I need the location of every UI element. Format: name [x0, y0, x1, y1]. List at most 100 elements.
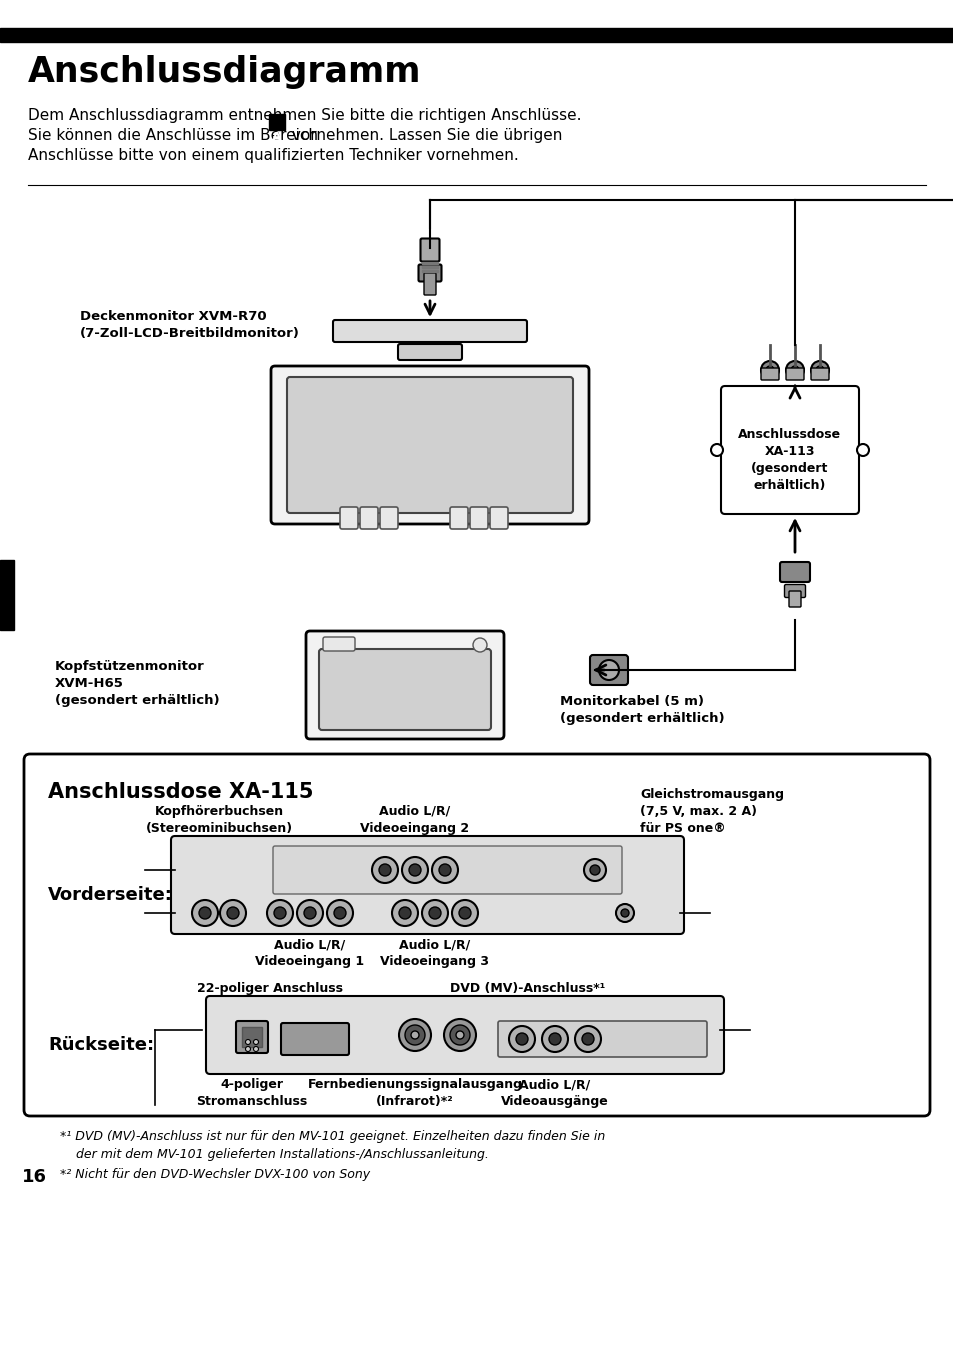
Circle shape — [411, 1032, 418, 1038]
FancyBboxPatch shape — [323, 637, 355, 652]
FancyBboxPatch shape — [318, 649, 491, 730]
Text: Audio L/R/
Videoeingang 2: Audio L/R/ Videoeingang 2 — [360, 804, 469, 836]
Bar — [0, 560, 14, 630]
Circle shape — [192, 900, 218, 926]
Circle shape — [452, 900, 477, 926]
FancyBboxPatch shape — [287, 377, 573, 512]
Bar — [0, 28, 953, 42]
Circle shape — [245, 1046, 251, 1052]
Circle shape — [372, 857, 397, 883]
Circle shape — [304, 907, 315, 919]
FancyBboxPatch shape — [780, 562, 809, 581]
Text: Audio L/R/
Videoeingang 1: Audio L/R/ Videoeingang 1 — [255, 938, 364, 968]
FancyBboxPatch shape — [24, 754, 929, 1115]
Circle shape — [429, 907, 440, 919]
Text: Anschlussdose XA-115: Anschlussdose XA-115 — [48, 781, 314, 802]
FancyBboxPatch shape — [420, 238, 439, 261]
FancyBboxPatch shape — [497, 1021, 706, 1057]
Text: Kopfstützenmonitor
XVM-H65
(gesondert erhältlich): Kopfstützenmonitor XVM-H65 (gesondert er… — [55, 660, 219, 707]
Text: *¹ DVD (MV)-Anschluss ist nur für den MV-101 geeignet. Einzelheiten dazu finden : *¹ DVD (MV)-Anschluss ist nur für den MV… — [60, 1130, 604, 1142]
FancyBboxPatch shape — [273, 846, 621, 894]
Circle shape — [398, 1019, 431, 1051]
Circle shape — [620, 909, 628, 917]
Circle shape — [199, 907, 211, 919]
Circle shape — [575, 1026, 600, 1052]
Text: A: A — [272, 131, 281, 145]
Circle shape — [274, 907, 286, 919]
Text: DVD (MV)-Anschluss*¹: DVD (MV)-Anschluss*¹ — [450, 982, 604, 995]
Circle shape — [421, 900, 448, 926]
Circle shape — [760, 361, 779, 379]
Circle shape — [392, 900, 417, 926]
Circle shape — [785, 361, 803, 379]
Text: Monitorkabel (5 m)
(gesondert erhältlich): Monitorkabel (5 m) (gesondert erhältlich… — [559, 695, 724, 725]
Text: 4-poliger
Stromanschluss: 4-poliger Stromanschluss — [196, 1078, 307, 1109]
Text: Anschlussdose
XA-113
(gesondert
erhältlich): Anschlussdose XA-113 (gesondert erhältli… — [738, 429, 841, 492]
Text: der mit dem MV-101 gelieferten Installations-/Anschlussanleitung.: der mit dem MV-101 gelieferten Installat… — [60, 1148, 488, 1161]
Circle shape — [589, 865, 599, 875]
Circle shape — [516, 1033, 527, 1045]
FancyBboxPatch shape — [720, 387, 858, 514]
Circle shape — [245, 1040, 251, 1045]
Text: Audio L/R/
Videoausgänge: Audio L/R/ Videoausgänge — [500, 1078, 608, 1109]
FancyBboxPatch shape — [235, 1021, 268, 1053]
Circle shape — [790, 366, 799, 375]
FancyBboxPatch shape — [418, 265, 441, 281]
FancyBboxPatch shape — [589, 654, 627, 685]
Circle shape — [765, 366, 773, 375]
Bar — [421, 266, 437, 268]
Circle shape — [581, 1033, 594, 1045]
Text: Gleichstromausgang
(7,5 V, max. 2 A)
für PS one®: Gleichstromausgang (7,5 V, max. 2 A) für… — [639, 788, 783, 836]
Bar — [269, 114, 285, 130]
FancyBboxPatch shape — [810, 368, 828, 380]
FancyBboxPatch shape — [397, 343, 461, 360]
Circle shape — [398, 907, 411, 919]
Circle shape — [583, 859, 605, 882]
FancyBboxPatch shape — [339, 507, 357, 529]
Bar — [421, 262, 437, 264]
Circle shape — [227, 907, 239, 919]
Circle shape — [450, 1025, 470, 1045]
Text: vornehmen. Lassen Sie die übrigen: vornehmen. Lassen Sie die übrigen — [287, 128, 561, 143]
Circle shape — [334, 907, 346, 919]
Bar — [421, 270, 437, 272]
Circle shape — [815, 366, 823, 375]
FancyBboxPatch shape — [359, 507, 377, 529]
Circle shape — [458, 907, 471, 919]
FancyBboxPatch shape — [206, 996, 723, 1073]
FancyBboxPatch shape — [306, 631, 503, 740]
Circle shape — [220, 900, 246, 926]
Circle shape — [473, 638, 486, 652]
FancyBboxPatch shape — [490, 507, 507, 529]
Circle shape — [598, 660, 618, 680]
Text: Vorderseite:: Vorderseite: — [48, 886, 172, 904]
Circle shape — [616, 904, 634, 922]
Text: Deckenmonitor XVM-R70
(7-Zoll-LCD-Breitbildmonitor): Deckenmonitor XVM-R70 (7-Zoll-LCD-Breitb… — [80, 310, 299, 339]
Circle shape — [810, 361, 828, 379]
Text: Kopfhörerbuchsen
(Stereominibuchsen): Kopfhörerbuchsen (Stereominibuchsen) — [145, 804, 293, 836]
FancyBboxPatch shape — [785, 368, 803, 380]
Circle shape — [509, 1026, 535, 1052]
Text: *² Nicht für den DVD-Wechsler DVX-100 von Sony: *² Nicht für den DVD-Wechsler DVX-100 vo… — [60, 1168, 370, 1182]
Circle shape — [296, 900, 323, 926]
Text: Audio L/R/
Videoeingang 3: Audio L/R/ Videoeingang 3 — [380, 938, 489, 968]
Circle shape — [432, 857, 457, 883]
Circle shape — [253, 1046, 258, 1052]
FancyBboxPatch shape — [242, 1028, 262, 1046]
Text: 16: 16 — [22, 1168, 47, 1186]
FancyBboxPatch shape — [760, 368, 779, 380]
FancyBboxPatch shape — [333, 320, 526, 342]
FancyBboxPatch shape — [271, 366, 588, 525]
FancyBboxPatch shape — [281, 1023, 349, 1055]
Circle shape — [401, 857, 428, 883]
Circle shape — [405, 1025, 424, 1045]
Circle shape — [438, 864, 451, 876]
FancyBboxPatch shape — [783, 584, 804, 598]
Circle shape — [378, 864, 391, 876]
FancyBboxPatch shape — [450, 507, 468, 529]
Circle shape — [856, 443, 868, 456]
FancyBboxPatch shape — [423, 273, 436, 295]
Text: Anschlussdiagramm: Anschlussdiagramm — [28, 55, 421, 89]
Text: 22-poliger Anschluss: 22-poliger Anschluss — [196, 982, 343, 995]
Circle shape — [548, 1033, 560, 1045]
